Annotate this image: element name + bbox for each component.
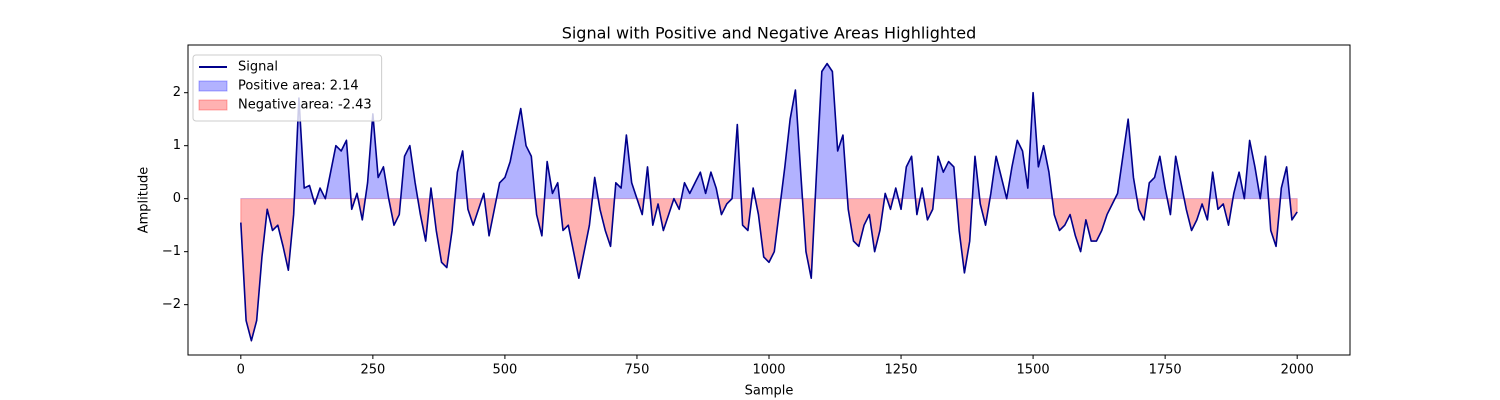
x-tick-label: 750	[625, 363, 650, 378]
legend-label: Positive area: 2.14	[238, 79, 359, 94]
legend-label: Negative area: -2.43	[238, 98, 372, 113]
x-tick-label: 1500	[1017, 363, 1050, 378]
legend-label: Signal	[238, 60, 278, 75]
signal-line	[240, 62, 1298, 342]
y-axis-label: Amplitude	[137, 167, 152, 234]
x-tick-label: 0	[237, 363, 245, 378]
x-tick-label: 1250	[884, 363, 917, 378]
y-tick-label: −2	[162, 297, 181, 312]
x-tick-label: 250	[360, 363, 385, 378]
x-axis-label: Sample	[745, 384, 794, 399]
legend-patch	[198, 80, 228, 92]
y-tick-label: −1	[162, 244, 181, 259]
y-tick-label: 0	[173, 191, 181, 206]
area-negative	[240, 198, 1298, 343]
x-tick-label: 2000	[1281, 363, 1314, 378]
y-tick-label: 2	[173, 85, 181, 100]
x-tick-label: 500	[492, 363, 517, 378]
x-tick-label: 1750	[1149, 363, 1182, 378]
x-tick-label: 1000	[752, 363, 785, 378]
legend-box	[192, 54, 383, 122]
y-tick-label: 1	[173, 138, 181, 153]
legend: Signal Positive area: 2.14 Negative area: …	[192, 54, 383, 122]
chart-title: Signal with Positive and Negative Areas …	[562, 24, 977, 43]
legend-patch	[198, 99, 228, 111]
